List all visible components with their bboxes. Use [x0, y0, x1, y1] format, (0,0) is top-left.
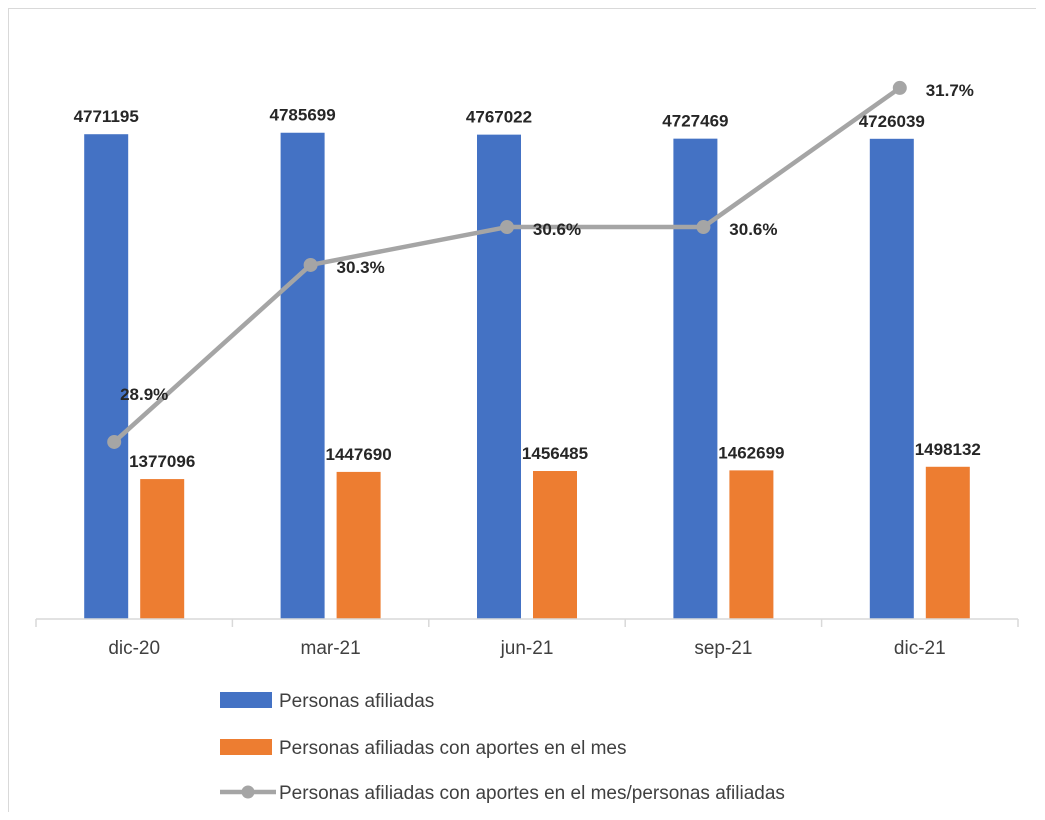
ratio-point-jun-21 — [500, 220, 514, 235]
x-tick-label-sep-21: sep-21 — [694, 638, 752, 659]
legend-swatch-0 — [220, 692, 272, 708]
bar-aportes-dic-21 — [925, 466, 970, 619]
x-axis-labels: dic-20 mar-21 jun-21 sep-21 dic-21 — [108, 638, 945, 659]
data-label-aportes-dic-21: 1498132 — [915, 440, 981, 459]
ratio-point-dic-21 — [892, 80, 907, 95]
data-label-aportes-sep-21: 1462699 — [718, 443, 784, 462]
data-label-afiliadas-mar-21: 4785699 — [270, 106, 336, 125]
ratio-label-dic-20: 28.9% — [120, 385, 168, 404]
ratio-point-dic-20 — [107, 434, 122, 449]
data-labels-layer: 4771195 1377096 4785699 1447690 4767022 14564… — [74, 81, 981, 471]
data-label-aportes-dic-20: 1377096 — [129, 452, 195, 471]
bar-afiliadas-mar-21 — [280, 132, 325, 619]
data-label-afiliadas-dic-21: 4726039 — [859, 112, 925, 131]
ratio-label-sep-21: 30.6% — [729, 220, 777, 239]
ratio-point-mar-21 — [303, 257, 318, 272]
data-label-aportes-mar-21: 1447690 — [326, 445, 392, 464]
legend-label-0: Personas afiliadas — [279, 691, 434, 712]
bars-layer — [84, 132, 970, 620]
ratio-label-jun-21: 30.6% — [533, 220, 581, 239]
bar-afiliadas-dic-20 — [84, 134, 129, 619]
data-label-afiliadas-dic-20: 4771195 — [74, 107, 139, 126]
legend-label-2: Personas afiliadas con aportes en el mes… — [279, 783, 785, 804]
x-tick-label-dic-20: dic-20 — [108, 638, 160, 659]
x-tick-label-jun-21: jun-21 — [500, 638, 554, 659]
data-label-afiliadas-sep-21: 4727469 — [662, 112, 728, 131]
bar-afiliadas-sep-21 — [673, 138, 718, 619]
data-label-afiliadas-jun-21: 4767022 — [466, 108, 532, 127]
ratio-point-sep-21 — [696, 220, 711, 235]
bar-aportes-sep-21 — [729, 470, 774, 619]
bar-aportes-dic-20 — [140, 479, 185, 619]
bar-aportes-mar-21 — [336, 471, 381, 619]
bar-afiliadas-dic-21 — [869, 138, 914, 620]
chart-frame — [8, 8, 1036, 812]
x-axis-ticks — [35, 619, 1019, 627]
legend-label-1: Personas afiliadas con aportes en el mes — [279, 738, 626, 759]
bar-afiliadas-jun-21 — [477, 134, 521, 619]
legend-marker-2 — [241, 785, 255, 799]
ratio-label-dic-21: 31.7% — [926, 81, 974, 100]
data-label-aportes-jun-21: 1456485 — [522, 444, 588, 463]
ratio-line-layer — [107, 80, 907, 449]
ratio-label-mar-21: 30.3% — [336, 258, 384, 277]
bar-aportes-jun-21 — [533, 471, 577, 619]
legend-swatch-1 — [220, 739, 272, 755]
x-tick-label-mar-21: mar-21 — [301, 638, 361, 659]
legend: Personas afiliadas Personas afiliadas con… — [220, 691, 785, 804]
x-tick-label-dic-21: dic-21 — [894, 638, 946, 659]
